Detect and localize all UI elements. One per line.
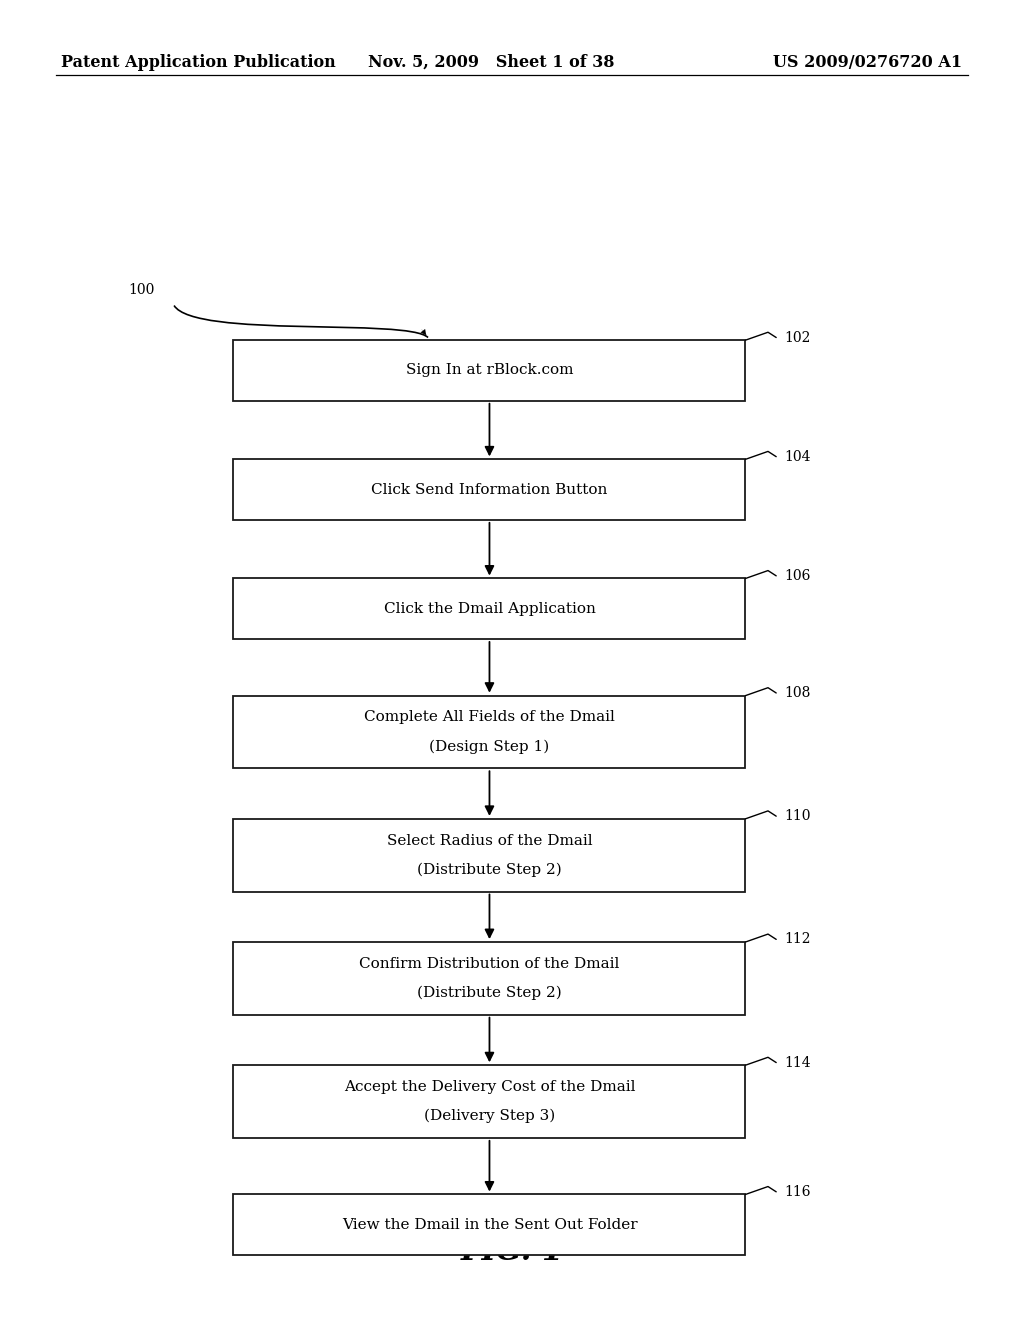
Text: Sign In at rBlock.com: Sign In at rBlock.com: [406, 363, 573, 378]
Text: Complete All Fields of the Dmail: Complete All Fields of the Dmail: [365, 710, 614, 725]
Text: 100: 100: [128, 282, 155, 297]
Text: View the Dmail in the Sent Out Folder: View the Dmail in the Sent Out Folder: [342, 1218, 637, 1232]
FancyBboxPatch shape: [233, 578, 745, 639]
Text: 116: 116: [784, 1185, 811, 1199]
Text: (Distribute Step 2): (Distribute Step 2): [417, 862, 562, 876]
Text: Select Radius of the Dmail: Select Radius of the Dmail: [387, 834, 592, 847]
FancyBboxPatch shape: [233, 1065, 745, 1138]
Text: 106: 106: [784, 569, 811, 583]
Text: Accept the Delivery Cost of the Dmail: Accept the Delivery Cost of the Dmail: [344, 1080, 635, 1094]
Text: (Design Step 1): (Design Step 1): [429, 739, 550, 754]
Text: 102: 102: [784, 330, 811, 345]
Text: US 2009/0276720 A1: US 2009/0276720 A1: [773, 54, 963, 70]
FancyBboxPatch shape: [233, 696, 745, 768]
Text: Click Send Information Button: Click Send Information Button: [372, 483, 607, 496]
FancyBboxPatch shape: [233, 942, 745, 1015]
Text: FIG. 1: FIG. 1: [461, 1236, 563, 1267]
Text: (Distribute Step 2): (Distribute Step 2): [417, 986, 562, 1001]
Text: (Delivery Step 3): (Delivery Step 3): [424, 1109, 555, 1123]
Text: 104: 104: [784, 450, 811, 463]
Text: Patent Application Publication: Patent Application Publication: [61, 54, 336, 70]
FancyBboxPatch shape: [233, 1195, 745, 1255]
Text: 112: 112: [784, 932, 811, 946]
Text: 108: 108: [784, 686, 811, 700]
FancyBboxPatch shape: [233, 459, 745, 520]
FancyBboxPatch shape: [233, 818, 745, 891]
Text: Confirm Distribution of the Dmail: Confirm Distribution of the Dmail: [359, 957, 620, 970]
Text: 110: 110: [784, 809, 811, 824]
Text: Click the Dmail Application: Click the Dmail Application: [384, 602, 595, 615]
Text: Nov. 5, 2009   Sheet 1 of 38: Nov. 5, 2009 Sheet 1 of 38: [369, 54, 614, 70]
Text: 114: 114: [784, 1056, 811, 1069]
FancyBboxPatch shape: [233, 341, 745, 401]
